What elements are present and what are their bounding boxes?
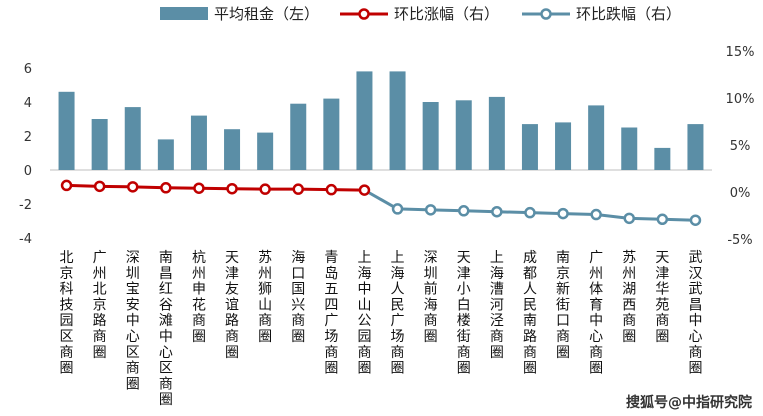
- legend-rise-marker: [358, 8, 370, 20]
- rise-point: [325, 183, 338, 196]
- bar: [588, 105, 605, 170]
- fall-point: [391, 203, 404, 215]
- right-tick-label: 0%: [730, 186, 751, 201]
- left-tick-label: -2: [19, 198, 32, 213]
- rise-point: [226, 182, 238, 195]
- category-label: 天津华苑商圈: [655, 250, 669, 345]
- category-labels: 北京科技园区商圈 广州北京路商圈 深圳宝安中心区商圈 南昌红谷滩中心区商圈 杭州申花商圈…: [60, 250, 703, 408]
- category-label: 青岛五四广场商圈: [324, 250, 338, 377]
- left-tick-label: 4: [24, 96, 32, 111]
- category-label: 深圳前海商圈: [424, 250, 438, 345]
- rise-point: [93, 180, 106, 193]
- rise-point: [160, 182, 172, 194]
- fall-point: [458, 205, 470, 217]
- category-label: 苏州狮山商圈: [258, 250, 272, 345]
- left-tick-label: 6: [24, 62, 32, 77]
- category-label: 南昌红谷滩中心区商圈: [159, 250, 173, 408]
- fall-point: [590, 208, 602, 221]
- category-label: 北京科技园区商圈: [60, 250, 74, 377]
- bar: [224, 129, 241, 170]
- bar: [422, 102, 439, 170]
- bar: [58, 91, 75, 170]
- category-label: 南京新街口商圈: [556, 250, 570, 361]
- bar: [124, 107, 141, 170]
- bar: [157, 139, 174, 170]
- legend-fall-marker: [540, 8, 552, 20]
- category-label: 成都人民南路商圈: [523, 250, 537, 377]
- right-tick-label: 5%: [730, 139, 751, 154]
- bar: [290, 103, 307, 170]
- category-label: 武汉武昌中心商圈: [688, 250, 702, 377]
- rise-line: [66, 183, 365, 192]
- watermark: 搜狐号@中指研究院: [626, 394, 752, 411]
- bar: [687, 124, 704, 170]
- left-tick-label: -4: [19, 232, 32, 247]
- rise-point: [127, 181, 139, 193]
- bar: [257, 132, 274, 170]
- rise-point: [60, 179, 73, 192]
- category-label: 海口国兴商圈: [291, 250, 305, 345]
- category-label: 上海漕河泾商圈: [490, 250, 504, 361]
- category-label: 杭州申花商圈: [192, 250, 206, 345]
- bar: [621, 127, 638, 170]
- bar-series: [58, 71, 704, 170]
- legend-label: 环比涨幅（右）: [394, 5, 499, 23]
- bar: [455, 100, 472, 170]
- bar: [555, 122, 572, 170]
- fall-point: [623, 212, 635, 225]
- left-tick-label: 0: [24, 164, 32, 179]
- bar: [91, 119, 108, 170]
- fall-line: [397, 207, 696, 222]
- rise-point: [259, 183, 271, 195]
- bar: [488, 96, 505, 170]
- fall-point: [689, 214, 702, 226]
- category-label: 上海人民广场商圈: [391, 250, 405, 377]
- category-label: 深圳宝安中心区商圈: [126, 250, 140, 392]
- series-connector: [363, 188, 399, 211]
- legend-label: 平均租金（左）: [214, 5, 319, 23]
- bar: [389, 71, 406, 170]
- legend-bar-swatch: [160, 7, 208, 20]
- bar: [356, 71, 373, 170]
- line-series: [60, 179, 702, 226]
- fall-point: [491, 205, 503, 218]
- rise-point: [193, 182, 205, 194]
- legend: 平均租金（左） 环比涨幅（右） 环比跌幅（右）: [160, 5, 681, 23]
- right-tick-label: 10%: [726, 92, 755, 107]
- fall-point: [424, 204, 437, 216]
- category-label: 苏州湖西商圈: [622, 250, 636, 345]
- rise-point: [292, 183, 304, 195]
- bar: [521, 124, 538, 170]
- category-label: 广州体育中心商圈: [589, 250, 603, 377]
- right-axis: -5% 0% 5% 10% 15%: [726, 45, 755, 248]
- left-axis: -4 -2 0 2 4 6: [19, 62, 32, 247]
- bar: [190, 115, 207, 170]
- fall-point: [557, 207, 569, 220]
- left-tick-label: 2: [24, 130, 32, 145]
- fall-point: [656, 213, 669, 226]
- category-label: 上海中山公园商圈: [357, 250, 371, 377]
- right-tick-label: 15%: [726, 45, 755, 60]
- bar: [323, 98, 340, 170]
- rise-point: [358, 184, 371, 196]
- bar: [654, 147, 671, 170]
- category-label: 天津友谊路商圈: [225, 250, 239, 361]
- category-label: 广州北京路商圈: [93, 250, 107, 361]
- legend-label: 环比跌幅（右）: [576, 5, 681, 23]
- category-label: 天津小白楼街商圈: [457, 250, 471, 377]
- fall-point: [524, 206, 536, 219]
- right-tick-label: -5%: [727, 233, 752, 248]
